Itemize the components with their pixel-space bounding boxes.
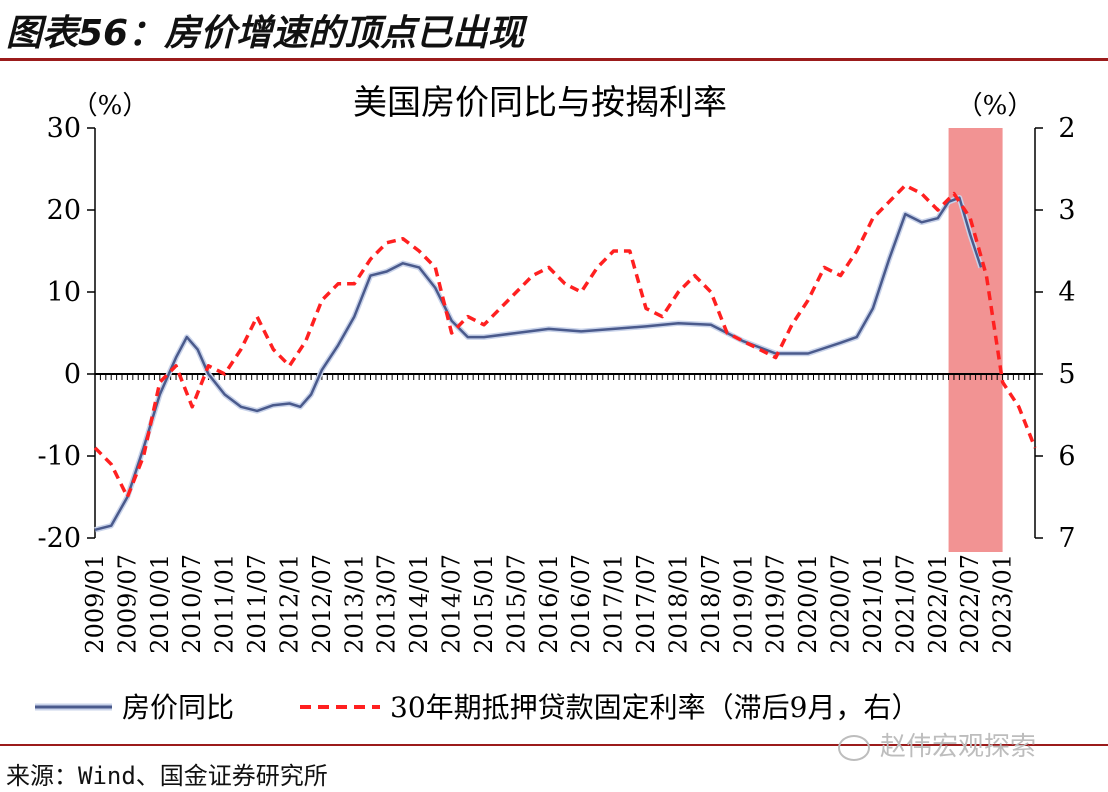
x-tick-label: 2010/01 bbox=[146, 554, 174, 654]
x-tick-label: 2013/07 bbox=[373, 554, 401, 654]
header-divider bbox=[0, 58, 1108, 61]
right-tick-label: 6 bbox=[1058, 441, 1075, 472]
x-tick-label: 2014/07 bbox=[438, 554, 466, 654]
legend: 房价同比 30年期抵押贷款固定利率（滞后9月，右） bbox=[35, 691, 919, 724]
x-tick-label: 2023/01 bbox=[989, 554, 1017, 654]
legend-label-mortgage-rate: 30年期抵押贷款固定利率（滞后9月，右） bbox=[390, 691, 919, 724]
x-tick-label: 2017/01 bbox=[600, 554, 628, 654]
x-tick-label: 2013/01 bbox=[340, 554, 368, 654]
right-tick-label: 3 bbox=[1058, 195, 1075, 226]
x-tick-label: 2009/01 bbox=[81, 554, 109, 654]
left-tick-label: 20 bbox=[47, 195, 81, 226]
series bbox=[93, 183, 1037, 533]
series-line-halo bbox=[94, 194, 984, 533]
axes: -20 -10 0 10 20 30 2 3 4 5 6 7 2009/01 2009/07 2010/01… bbox=[38, 113, 1076, 654]
x-tick-label: 2011/01 bbox=[211, 554, 239, 654]
series-line-house-price bbox=[94, 196, 983, 532]
left-tick-label: 30 bbox=[47, 113, 81, 144]
x-tick-label: 2009/07 bbox=[113, 554, 141, 654]
x-tick-label: 2015/01 bbox=[470, 554, 498, 654]
x-tick-label: 2014/01 bbox=[405, 554, 433, 654]
left-tick-label: 0 bbox=[64, 359, 81, 390]
x-tick-label: 2019/07 bbox=[762, 554, 790, 654]
x-tick-label: 2018/01 bbox=[664, 554, 692, 654]
x-tick-label: 2020/07 bbox=[827, 554, 855, 654]
right-tick-label: 2 bbox=[1058, 113, 1075, 144]
figure-label: 图表56：房价增速的顶点已出现 bbox=[6, 13, 525, 54]
wechat-icon bbox=[838, 734, 870, 761]
x-tick-label: 2016/01 bbox=[535, 554, 563, 654]
watermark: 赵伟宏观探索 bbox=[838, 726, 1036, 763]
x-tick-label: 2016/07 bbox=[567, 554, 595, 654]
x-tick-label: 2012/01 bbox=[275, 554, 303, 654]
chart: -20 -10 0 10 20 30 2 3 4 5 6 7 2009/01 2009/07 2010/01… bbox=[35, 83, 1076, 724]
x-tick-label: 2019/01 bbox=[729, 554, 757, 654]
right-tick-label: 7 bbox=[1058, 523, 1075, 554]
series-line-mortgage-rate bbox=[93, 183, 1037, 499]
footer-divider bbox=[0, 744, 1108, 746]
x-tick-label: 2021/01 bbox=[859, 554, 887, 654]
left-tick-label: -10 bbox=[38, 441, 81, 472]
right-axis-unit: （%） bbox=[957, 91, 1034, 121]
watermark-text: 赵伟宏观探索 bbox=[880, 732, 1037, 762]
x-tick-label: 2015/07 bbox=[502, 554, 530, 654]
left-tick-label: 10 bbox=[47, 277, 81, 308]
x-tick-label: 2022/01 bbox=[924, 554, 952, 654]
x-tick-label: 2017/07 bbox=[632, 554, 660, 654]
source-note: 来源：Wind、国金证券研究所 bbox=[6, 762, 328, 790]
x-tick-label: 2011/07 bbox=[243, 554, 271, 654]
legend-label-house-price: 房价同比 bbox=[122, 691, 234, 724]
x-tick-label: 2020/01 bbox=[794, 554, 822, 654]
left-tick-label: -20 bbox=[38, 523, 81, 554]
x-tick-label: 2010/07 bbox=[178, 554, 206, 654]
x-tick-label: 2022/07 bbox=[956, 554, 984, 654]
x-tick-label: 2018/07 bbox=[697, 554, 725, 654]
chart-title: 美国房价同比与按揭利率 bbox=[353, 83, 727, 123]
x-tick-label: 2021/07 bbox=[891, 554, 919, 654]
x-tick-label: 2012/07 bbox=[308, 554, 336, 654]
left-axis-unit: （%） bbox=[72, 91, 149, 121]
right-tick-label: 5 bbox=[1058, 359, 1075, 390]
right-tick-label: 4 bbox=[1058, 277, 1075, 308]
